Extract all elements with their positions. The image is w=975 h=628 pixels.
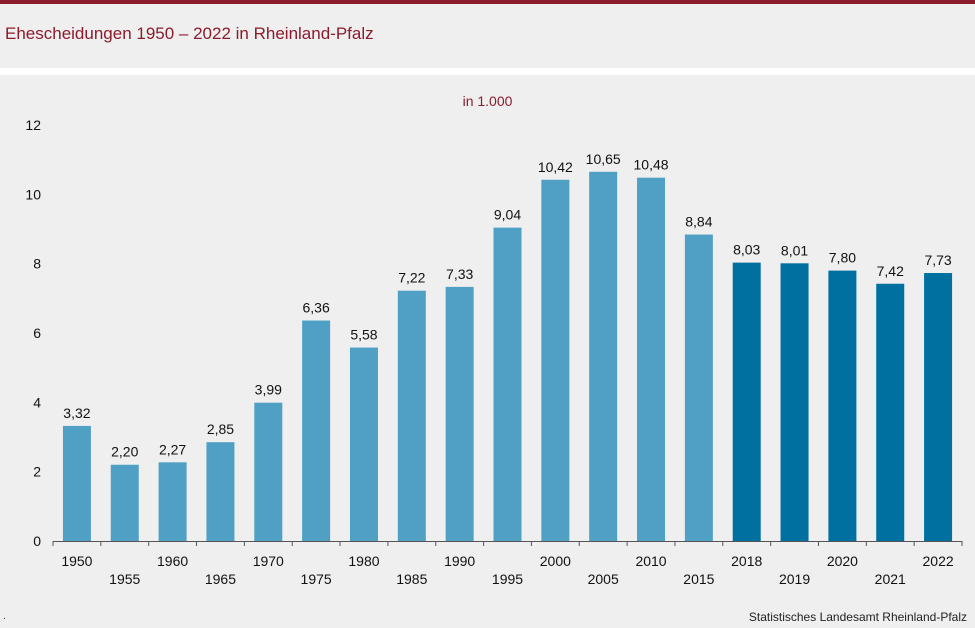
bar <box>62 425 91 541</box>
x-tick-label: 1970 <box>253 553 284 569</box>
value-label: 2,27 <box>159 441 186 457</box>
y-tick-label: 2 <box>33 464 41 480</box>
bar <box>589 171 618 542</box>
bar <box>828 270 857 541</box>
value-label: 2,85 <box>207 421 234 437</box>
value-label: 2,20 <box>111 444 138 460</box>
y-tick-label: 8 <box>33 256 41 272</box>
x-tick-label: 1985 <box>396 571 427 587</box>
x-tick-label: 2010 <box>635 553 666 569</box>
value-label: 8,84 <box>685 214 712 230</box>
bar <box>445 286 474 541</box>
x-tick-label: 1995 <box>492 571 523 587</box>
y-tick-label: 4 <box>33 394 41 410</box>
bar <box>349 347 378 541</box>
source-note: Statistisches Landesamt Rheinland-Pfalz <box>748 610 967 624</box>
y-tick-label: 6 <box>33 325 41 341</box>
bar <box>637 177 666 541</box>
value-label: 7,42 <box>877 263 904 279</box>
header-separator <box>0 68 975 75</box>
bar <box>876 283 905 541</box>
value-label: 9,04 <box>494 207 521 223</box>
value-label: 6,36 <box>303 300 330 316</box>
bar <box>302 320 331 541</box>
x-tick-label: 1975 <box>301 571 332 587</box>
bar <box>780 263 809 541</box>
top-rule <box>0 0 975 4</box>
bar <box>732 262 761 541</box>
y-tick-label: 12 <box>25 117 41 133</box>
bar <box>493 227 522 541</box>
value-label: 3,32 <box>63 405 90 421</box>
bar <box>158 462 187 541</box>
bar <box>541 179 570 542</box>
x-tick-label: 2021 <box>875 571 906 587</box>
value-label: 8,01 <box>781 242 808 258</box>
value-label: 3,99 <box>255 382 282 398</box>
value-label: 7,80 <box>829 250 856 266</box>
unit-label: in 1.000 <box>462 93 513 109</box>
x-tick-label: 1955 <box>109 571 140 587</box>
value-label: 10,65 <box>586 151 621 167</box>
x-tick-label: 2019 <box>779 571 810 587</box>
x-tick-label: 2015 <box>683 571 714 587</box>
x-tick-label: 1960 <box>157 553 188 569</box>
x-tick-label: 2018 <box>731 553 762 569</box>
x-tick-label: 2020 <box>827 553 858 569</box>
value-label: 10,42 <box>538 159 573 175</box>
value-label: 7,22 <box>398 270 425 286</box>
value-label: 5,58 <box>350 327 377 343</box>
value-label: 7,33 <box>446 266 473 282</box>
x-tick-label: 1980 <box>348 553 379 569</box>
value-label: 8,03 <box>733 242 760 258</box>
x-tick-label: 2022 <box>923 553 954 569</box>
x-tick-label: 1990 <box>444 553 475 569</box>
bar <box>397 290 426 541</box>
chart-title: Ehescheidungen 1950 – 2022 in Rheinland-… <box>5 24 374 43</box>
header-band <box>0 4 975 68</box>
footnote-mark: . <box>3 611 6 622</box>
bar <box>254 402 283 541</box>
x-tick-label: 2005 <box>588 571 619 587</box>
y-tick-label: 10 <box>25 186 41 202</box>
bar <box>684 234 713 541</box>
value-label: 7,73 <box>924 252 951 268</box>
value-label: 10,48 <box>634 157 669 173</box>
x-tick-label: 1965 <box>205 571 236 587</box>
y-tick-label: 0 <box>33 533 41 549</box>
bar <box>110 464 139 541</box>
bar <box>206 442 235 541</box>
x-tick-label: 1950 <box>61 553 92 569</box>
x-tick-label: 2000 <box>540 553 571 569</box>
bar <box>924 273 953 541</box>
